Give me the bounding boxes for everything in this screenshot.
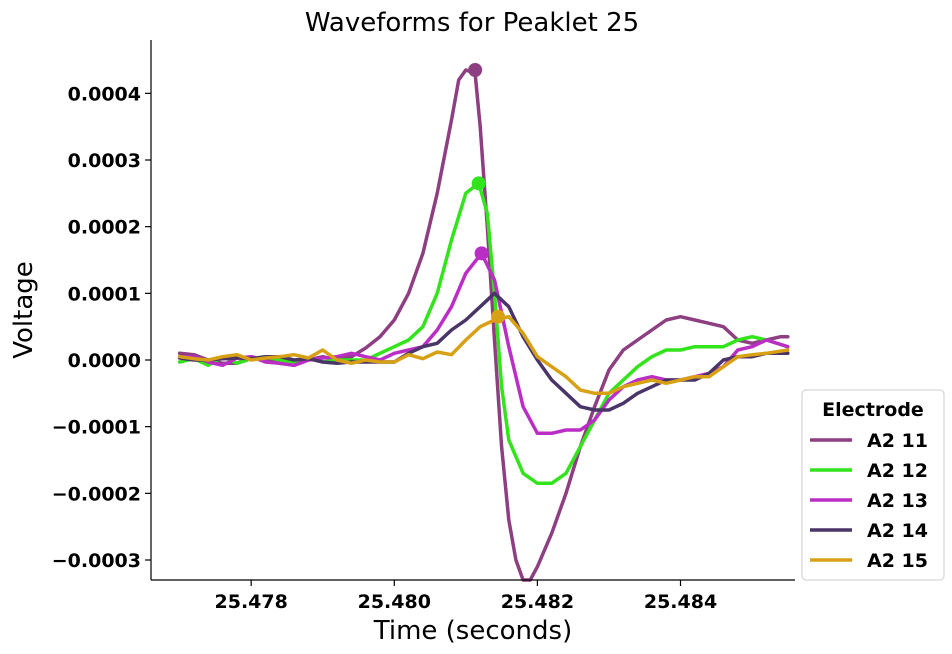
y-axis-ticks: −0.0003 −0.0002 −0.0001 0.0000 0.0001 0.0002 0… [52,83,151,572]
y-tick-label: −0.0003 [52,550,141,572]
y-tick-label: 0.0003 [68,150,141,172]
peak-marker-1 [468,63,483,77]
series-line-2 [177,181,790,486]
legend-label: A2 13 [867,490,928,512]
axes [150,40,795,581]
peak-marker-5 [491,309,506,324]
x-tick-label: 25.484 [644,591,717,613]
x-axis-label: Time (seconds) [373,616,572,646]
series-line-3 [177,251,790,436]
y-tick-label: 0.0000 [68,350,141,372]
peak-markers [468,63,506,324]
y-axis-label: Voltage [9,261,39,359]
legend-title: Electrode [822,399,924,421]
y-tick-label: −0.0002 [52,483,141,505]
x-tick-label: 25.480 [358,591,431,613]
y-tick-label: −0.0001 [52,417,141,439]
y-tick-label: 0.0002 [68,217,141,239]
x-tick-label: 25.478 [215,591,288,613]
series-line-5 [177,314,790,396]
series-layer [177,68,790,582]
legend-label: A2 11 [867,430,928,452]
legend-label: A2 15 [867,550,928,572]
series-line-4 [177,291,790,412]
peak-marker-2 [471,176,486,191]
legend-frame [801,389,945,581]
legend-label: A2 12 [867,460,928,482]
y-tick-label: 0.0001 [68,283,141,305]
x-axis-ticks: 25.478 25.480 25.482 25.484 [215,580,717,613]
y-tick-label: 0.0004 [68,83,141,105]
peak-marker-3 [474,246,489,261]
legend-label: A2 14 [867,520,928,542]
legend: Electrode A2 11 A2 12 A2 13 A2 14 A2 15 [801,389,945,581]
chart-title: Waveforms for Peaklet 25 [305,8,639,38]
x-tick-label: 25.482 [501,591,574,613]
legend-items: A2 11 A2 12 A2 13 A2 14 A2 15 [810,430,928,572]
